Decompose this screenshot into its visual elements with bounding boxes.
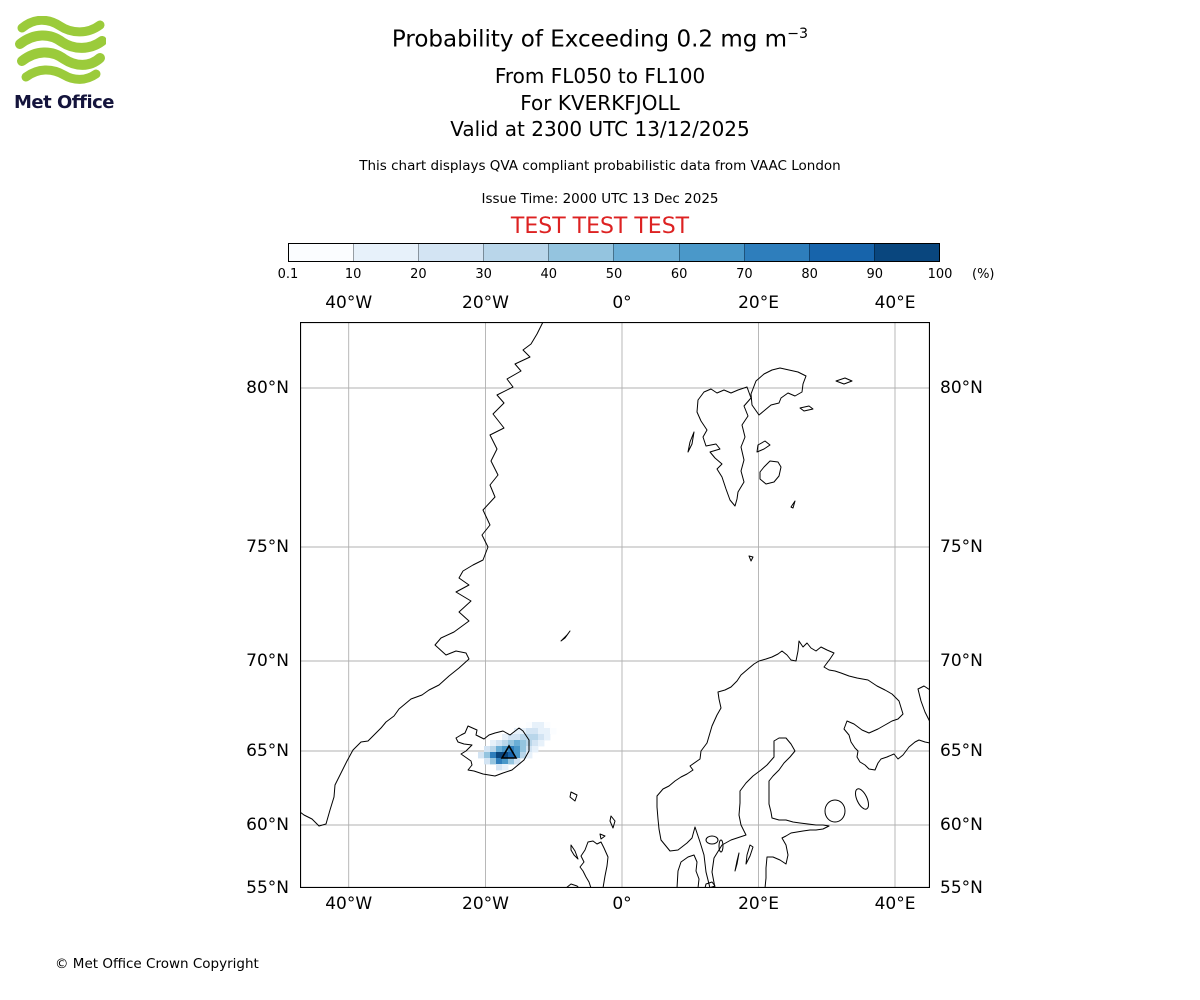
coastlines: [299, 321, 931, 889]
subtitle-flight-levels: From FL050 to FL100: [494, 64, 706, 88]
met-office-logo: Met Office: [14, 15, 124, 113]
lat-tick-label-right: 60°N: [940, 815, 983, 835]
colorbar-segment: [483, 244, 549, 261]
lat-tick-label-left: 70°N: [246, 651, 289, 671]
lat-tick-label-right: 70°N: [940, 651, 983, 671]
lat-tick-label-left: 80°N: [246, 378, 289, 398]
volcano-marker-icon: [500, 744, 518, 759]
lon-tick-label-top: 20°W: [462, 293, 509, 313]
map-border: [299, 321, 931, 889]
test-banner: TEST TEST TEST: [510, 214, 690, 239]
lon-tick-label-top: 40°W: [325, 293, 373, 313]
lat-tick-label-left: 75°N: [246, 537, 289, 557]
logo-waves-icon: [15, 15, 107, 84]
lon-tick-label-top: 20°E: [738, 293, 779, 313]
colorbar-segment: [289, 244, 354, 261]
lat-tick-label-right: 80°N: [940, 378, 983, 398]
colorbar-segment: [873, 244, 939, 261]
lon-tick-label-bottom: 40°E: [874, 894, 916, 914]
colorbar-tick-label: 100: [927, 267, 953, 282]
lat-tick-label-right: 75°N: [940, 537, 983, 557]
colorbar-tick-label: 20: [410, 267, 427, 282]
colorbar-segment: [548, 244, 614, 261]
lat-tick-label-left: 55°N: [246, 878, 289, 898]
colorbar-segment: [353, 244, 419, 261]
lon-tick-label-top: 0°: [612, 293, 632, 313]
colorbar-segment: [743, 244, 809, 261]
colorbar-tick-label: 30: [475, 267, 492, 282]
colorbar-segment: [613, 244, 679, 261]
colorbar-tick-label: 90: [866, 267, 884, 282]
lat-tick-label-left: 65°N: [246, 741, 289, 761]
map-plot: [299, 321, 931, 889]
colorbar-tick-label: 0.1: [277, 267, 299, 282]
colorbar-unit: (%): [972, 267, 995, 282]
colorbar-bar: [288, 243, 940, 262]
lat-tick-label-right: 65°N: [940, 741, 983, 761]
lon-tick-label-bottom: 20°E: [738, 894, 779, 914]
chart-description: This chart displays QVA compliant probab…: [359, 158, 841, 174]
colorbar-segment: [808, 244, 874, 261]
lat-tick-label-right: 55°N: [940, 878, 983, 898]
colorbar-tick-label: 60: [670, 267, 688, 282]
colorbar-ticks: 0.1 10 20 30 40 50 60 70 80 90 100: [278, 267, 953, 283]
colorbar-segment: [418, 244, 484, 261]
lat-tick-label-left: 60°N: [246, 815, 289, 835]
colorbar-segment: [678, 244, 744, 261]
colorbar-tick-label: 40: [540, 267, 558, 282]
lon-tick-label-bottom: 20°W: [462, 894, 509, 914]
copyright-text: © Met Office Crown Copyright: [55, 956, 259, 972]
lon-tick-label-top: 40°E: [874, 293, 916, 313]
subtitle-volcano: For KVERKFJOLL: [520, 91, 680, 115]
logo-text: Met Office: [14, 92, 115, 113]
colorbar-tick-label: 80: [801, 267, 818, 282]
lon-tick-label-bottom: 0°: [612, 894, 632, 914]
colorbar-tick-label: 50: [605, 267, 623, 282]
subtitle-valid-time: Valid at 2300 UTC 13/12/2025: [450, 117, 750, 141]
page-title: Probability of Exceeding 0.2 mg m−3: [391, 26, 809, 53]
map-area: 40°W 20°W 0° 20°E 40°E 40°W 20°W 0° 20°E 40°E 80…: [246, 293, 983, 914]
issue-time: Issue Time: 2000 UTC 13 Dec 2025: [481, 191, 719, 207]
lon-tick-label-bottom: 40°W: [325, 894, 373, 914]
colorbar: 0.1 10 20 30 40 50 60 70 80 90 100 (%): [278, 243, 995, 282]
grid-lines: [300, 322, 930, 888]
colorbar-tick-label: 10: [344, 267, 362, 282]
colorbar-tick-label: 70: [736, 267, 753, 282]
